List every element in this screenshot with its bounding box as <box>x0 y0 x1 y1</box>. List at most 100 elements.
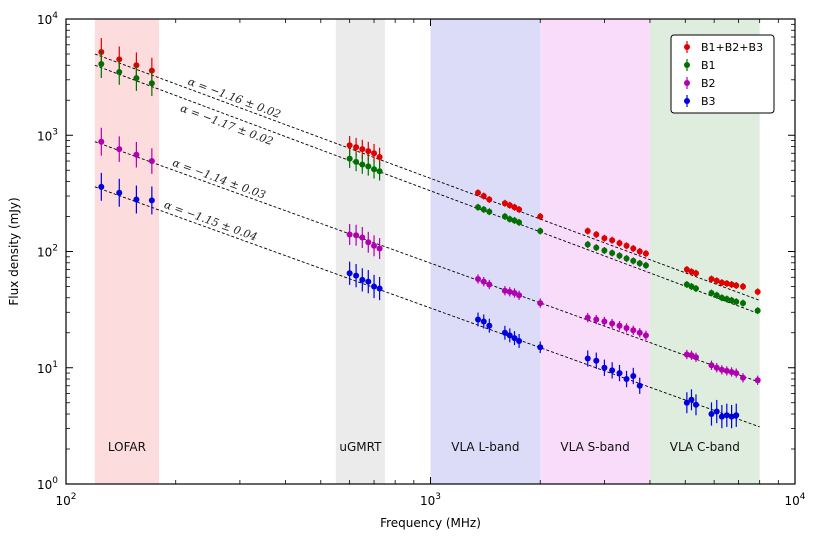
point-1-10 <box>475 204 482 211</box>
point-2-26 <box>642 332 649 339</box>
point-1-23 <box>623 255 630 262</box>
point-1-7 <box>365 163 372 170</box>
series-2 <box>98 127 761 385</box>
observing-bands: LOFAR uGMRT VLA L-band VLA S-band VLA C-band <box>94 19 760 484</box>
point-0-34 <box>728 281 735 288</box>
point-2-11 <box>480 278 487 285</box>
band-2 <box>430 19 541 484</box>
point-0-35 <box>733 282 740 289</box>
point-1-28 <box>688 283 695 290</box>
point-3-13 <box>501 329 508 336</box>
point-2-22 <box>616 322 623 329</box>
point-2-31 <box>713 364 720 371</box>
slope-annotation-2: α = −1.14 ± 0.03 <box>171 156 268 202</box>
point-1-24 <box>630 257 637 264</box>
point-2-1 <box>116 146 123 153</box>
point-3-7 <box>365 278 372 285</box>
point-1-21 <box>609 250 616 257</box>
point-3-26 <box>683 399 690 406</box>
y-axis-label: Flux density (mJy) <box>7 197 21 305</box>
point-3-33 <box>728 413 735 420</box>
point-0-11 <box>480 193 487 200</box>
point-2-16 <box>516 292 523 299</box>
point-3-5 <box>353 272 360 279</box>
point-0-7 <box>365 148 372 155</box>
point-3-11 <box>480 318 487 325</box>
point-2-10 <box>475 276 482 283</box>
point-2-13 <box>501 287 508 294</box>
point-1-32 <box>718 294 725 301</box>
point-0-2 <box>133 62 140 69</box>
point-0-12 <box>486 196 493 203</box>
point-2-3 <box>148 158 155 165</box>
point-0-19 <box>593 231 600 238</box>
point-0-17 <box>537 213 544 220</box>
point-2-2 <box>133 151 140 158</box>
y-tick-label-4: 104 <box>37 11 58 27</box>
x-tick-label-0: 102 <box>55 492 76 508</box>
point-3-6 <box>359 276 366 283</box>
series-3 <box>98 172 740 429</box>
point-1-34 <box>728 297 735 304</box>
point-2-33 <box>723 367 730 374</box>
point-1-29 <box>692 285 699 292</box>
x-tick-label-2: 104 <box>784 492 805 508</box>
fit-line-3 <box>94 186 760 428</box>
point-2-32 <box>718 366 725 373</box>
point-3-24 <box>630 372 637 379</box>
point-3-21 <box>609 367 616 374</box>
point-0-27 <box>683 266 690 273</box>
point-3-17 <box>537 344 544 351</box>
point-2-21 <box>609 320 616 327</box>
band-1 <box>335 19 385 484</box>
series-0 <box>98 38 761 296</box>
point-2-17 <box>537 300 544 307</box>
band-label-1: uGMRT <box>339 440 382 454</box>
point-1-20 <box>601 247 608 254</box>
point-0-18 <box>584 228 591 235</box>
x-tick-label-1: 103 <box>420 492 441 508</box>
point-3-30 <box>713 408 720 415</box>
point-2-34 <box>728 368 735 375</box>
point-1-33 <box>723 296 730 303</box>
point-1-9 <box>376 168 383 175</box>
y-tick-label-3: 103 <box>37 127 58 143</box>
point-3-12 <box>486 322 493 329</box>
legend-marker-1 <box>684 62 690 68</box>
point-0-10 <box>475 189 482 196</box>
point-2-0 <box>98 138 105 145</box>
point-0-22 <box>616 240 623 247</box>
legend: B1+B2+B3 B1 B2 B3 <box>670 34 775 114</box>
point-1-26 <box>642 262 649 269</box>
point-2-30 <box>708 362 715 369</box>
data-points <box>98 38 761 429</box>
legend-label-0: B1+B2+B3 <box>701 41 763 54</box>
point-0-13 <box>501 200 508 207</box>
point-0-20 <box>601 235 608 242</box>
point-1-0 <box>98 61 105 68</box>
fit-line-2 <box>94 141 760 383</box>
point-2-6 <box>359 234 366 241</box>
point-1-27 <box>683 281 690 288</box>
point-0-8 <box>371 150 378 157</box>
point-1-6 <box>359 161 366 168</box>
point-0-37 <box>754 288 761 295</box>
point-1-31 <box>713 292 720 299</box>
point-2-29 <box>692 354 699 361</box>
point-1-1 <box>116 69 123 76</box>
band-label-4: VLA C-band <box>670 440 740 454</box>
point-1-36 <box>739 300 746 307</box>
point-2-18 <box>584 314 591 321</box>
point-2-36 <box>739 374 746 381</box>
point-3-31 <box>718 413 725 420</box>
point-3-22 <box>616 370 623 377</box>
point-3-34 <box>733 412 740 419</box>
point-3-29 <box>708 411 715 418</box>
point-1-3 <box>148 80 155 87</box>
legend-label-2: B2 <box>701 77 716 90</box>
point-2-12 <box>486 281 493 288</box>
point-1-4 <box>346 155 353 162</box>
point-2-37 <box>754 377 761 384</box>
point-2-7 <box>365 239 372 246</box>
point-3-8 <box>371 283 378 290</box>
